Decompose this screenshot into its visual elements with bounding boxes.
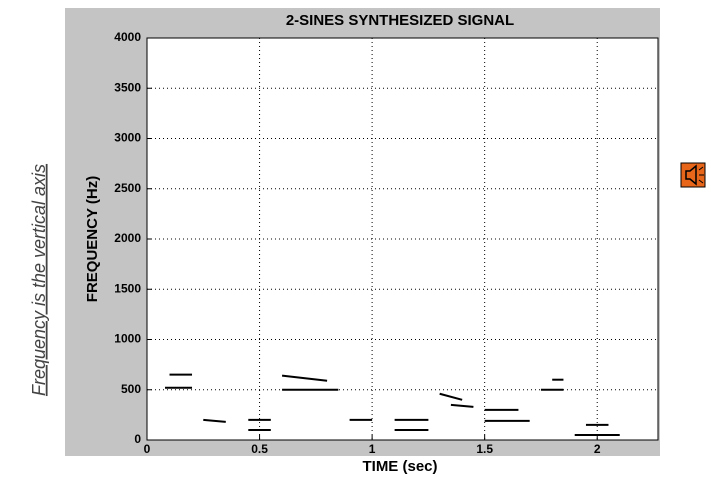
y-axis-label: FREQUENCY (Hz) <box>84 176 101 302</box>
y-tick-label: 3000 <box>114 131 141 145</box>
x-tick-label: 0 <box>144 442 151 456</box>
y-tick-label: 1500 <box>114 281 141 295</box>
y-tick-label: 3500 <box>114 80 141 94</box>
frequency-track <box>281 374 328 382</box>
y-tick-label: 0 <box>134 432 141 446</box>
x-tick-label: 1.5 <box>476 442 493 456</box>
y-tick-label: 4000 <box>114 30 141 44</box>
y-tick-label: 1000 <box>114 332 141 346</box>
chart-title: 2-SINES SYNTHESIZED SIGNAL <box>286 12 514 29</box>
x-tick-label: 2 <box>594 442 601 456</box>
x-tick-label: 1 <box>369 442 376 456</box>
frequency-track <box>450 403 474 408</box>
y-tick-label: 500 <box>121 382 141 396</box>
y-tick-label: 2500 <box>114 181 141 195</box>
side-caption: Frequency is the vertical axis <box>29 164 49 396</box>
x-tick-label: 0.5 <box>251 442 268 456</box>
speaker-icon[interactable] <box>680 162 706 188</box>
speaker-waves <box>698 166 704 184</box>
frequency-track <box>439 392 463 401</box>
speaker-glyph <box>685 164 697 186</box>
plot-area <box>147 38 658 440</box>
frequency-track <box>203 418 226 423</box>
plot-border <box>146 37 659 441</box>
x-axis-label: TIME (sec) <box>362 458 437 475</box>
y-tick-label: 2000 <box>114 231 141 245</box>
